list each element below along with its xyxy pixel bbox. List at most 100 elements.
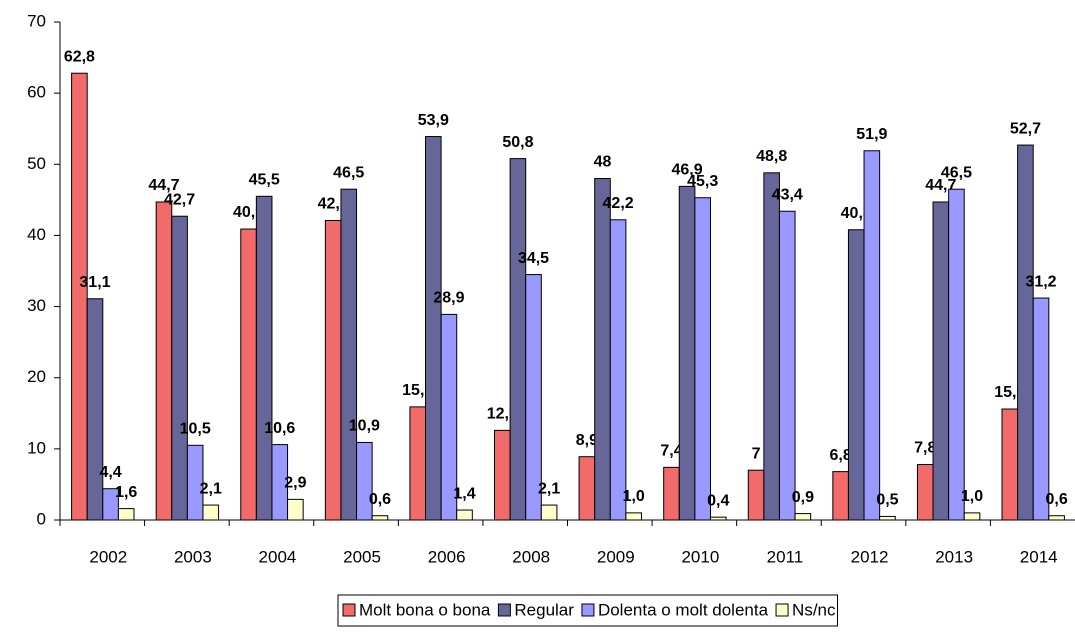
value-label: 2,1	[200, 480, 222, 497]
value-label: 28,9	[433, 290, 464, 307]
y-tick-label: 10	[27, 438, 46, 457]
bar	[456, 509, 473, 521]
value-label: 46,5	[941, 164, 972, 181]
value-label: 7,8	[914, 440, 936, 457]
bar	[948, 188, 965, 521]
bar	[609, 219, 627, 521]
bar	[509, 158, 527, 521]
y-tick-label: 20	[27, 367, 46, 386]
bar	[1048, 515, 1065, 521]
y-tick-label: 30	[27, 296, 46, 315]
x-tick-label: 2004	[259, 547, 297, 566]
bar	[240, 228, 257, 521]
x-tick-label: 2014	[1020, 547, 1058, 566]
x-tick-label: 2009	[597, 547, 635, 566]
x-tick-label: 2011	[767, 547, 804, 566]
legend-label: Molt bona o bona	[359, 600, 491, 619]
value-label: 10,9	[349, 418, 380, 435]
bar	[409, 406, 427, 521]
value-label: 6,8	[830, 447, 852, 464]
bar	[202, 504, 220, 521]
bar	[916, 464, 934, 521]
value-label: 0,9	[792, 489, 814, 506]
bar	[863, 150, 881, 521]
value-label: 7,4	[660, 443, 682, 460]
bar	[763, 172, 780, 521]
value-label: 0,5	[876, 492, 898, 509]
bar	[794, 513, 812, 521]
value-label: 31,2	[1025, 273, 1056, 290]
value-label: 2,1	[538, 480, 560, 497]
value-label: 45,3	[687, 173, 718, 190]
value-label: 42,7	[164, 191, 195, 208]
bar	[71, 72, 88, 521]
value-label: 7	[752, 445, 761, 462]
value-label: 43,4	[772, 186, 803, 203]
value-label: 0,4	[707, 492, 729, 509]
bar	[879, 515, 896, 521]
value-label: 52,7	[1010, 120, 1041, 137]
value-label: 10,6	[264, 420, 295, 437]
bar	[371, 515, 389, 521]
value-label: 8,9	[576, 432, 598, 449]
bar	[155, 201, 173, 521]
value-label: 48	[594, 154, 612, 171]
legend-label: Ns/nc	[792, 600, 836, 619]
x-tick-label: 2003	[174, 547, 212, 566]
bar	[625, 512, 642, 521]
x-tick-label: 2005	[343, 547, 381, 566]
bar	[86, 298, 104, 521]
legend-swatch	[581, 603, 595, 617]
bar	[832, 471, 849, 521]
x-tick-label: 2013	[935, 547, 973, 566]
value-label: 31,1	[79, 274, 110, 291]
x-tick-label: 2006	[428, 547, 466, 566]
y-tick-label: 50	[27, 154, 46, 173]
y-tick-label: 60	[27, 83, 46, 102]
bar	[1001, 408, 1019, 521]
bar	[847, 229, 865, 521]
value-label: 2,9	[284, 475, 306, 492]
bar	[494, 429, 511, 521]
value-label: 10,5	[180, 421, 211, 438]
bar	[324, 219, 342, 521]
value-label: 1,0	[961, 488, 983, 505]
value-label: 0,6	[369, 491, 391, 508]
bar	[171, 215, 188, 521]
bar	[932, 201, 950, 521]
legend-label: Regular	[514, 600, 574, 619]
bar	[356, 441, 373, 521]
legend-swatch	[775, 603, 789, 617]
value-label: 4,4	[99, 464, 121, 481]
value-label: 34,5	[518, 250, 549, 267]
value-label: 53,9	[418, 112, 449, 129]
value-label: 51,9	[856, 126, 887, 143]
value-label: 1,0	[623, 488, 645, 505]
value-label: 46,5	[333, 164, 364, 181]
bar	[1032, 297, 1050, 521]
legend-swatch	[342, 603, 356, 617]
y-tick-label: 40	[27, 225, 46, 244]
value-label: 50,8	[502, 134, 533, 151]
bar	[425, 136, 442, 521]
x-tick-label: 2012	[851, 547, 889, 566]
y-tick-label: 0	[37, 509, 46, 528]
value-label: 48,8	[756, 148, 787, 165]
value-label: 44,7	[148, 177, 179, 194]
bar	[255, 195, 273, 521]
value-label: 46,9	[672, 162, 703, 179]
bar	[578, 456, 596, 521]
bar	[540, 504, 558, 521]
x-tick-label: 2002	[89, 547, 127, 566]
bar	[747, 469, 765, 521]
bar	[678, 185, 696, 521]
bar	[594, 178, 611, 521]
value-label: 1,6	[115, 484, 137, 501]
bar	[117, 508, 135, 521]
value-label: 62,8	[64, 48, 95, 65]
bar	[663, 466, 680, 521]
legend-label: Dolenta o molt dolenta	[598, 600, 769, 619]
value-label: 42,2	[603, 195, 634, 212]
x-tick-label: 2010	[681, 547, 719, 566]
